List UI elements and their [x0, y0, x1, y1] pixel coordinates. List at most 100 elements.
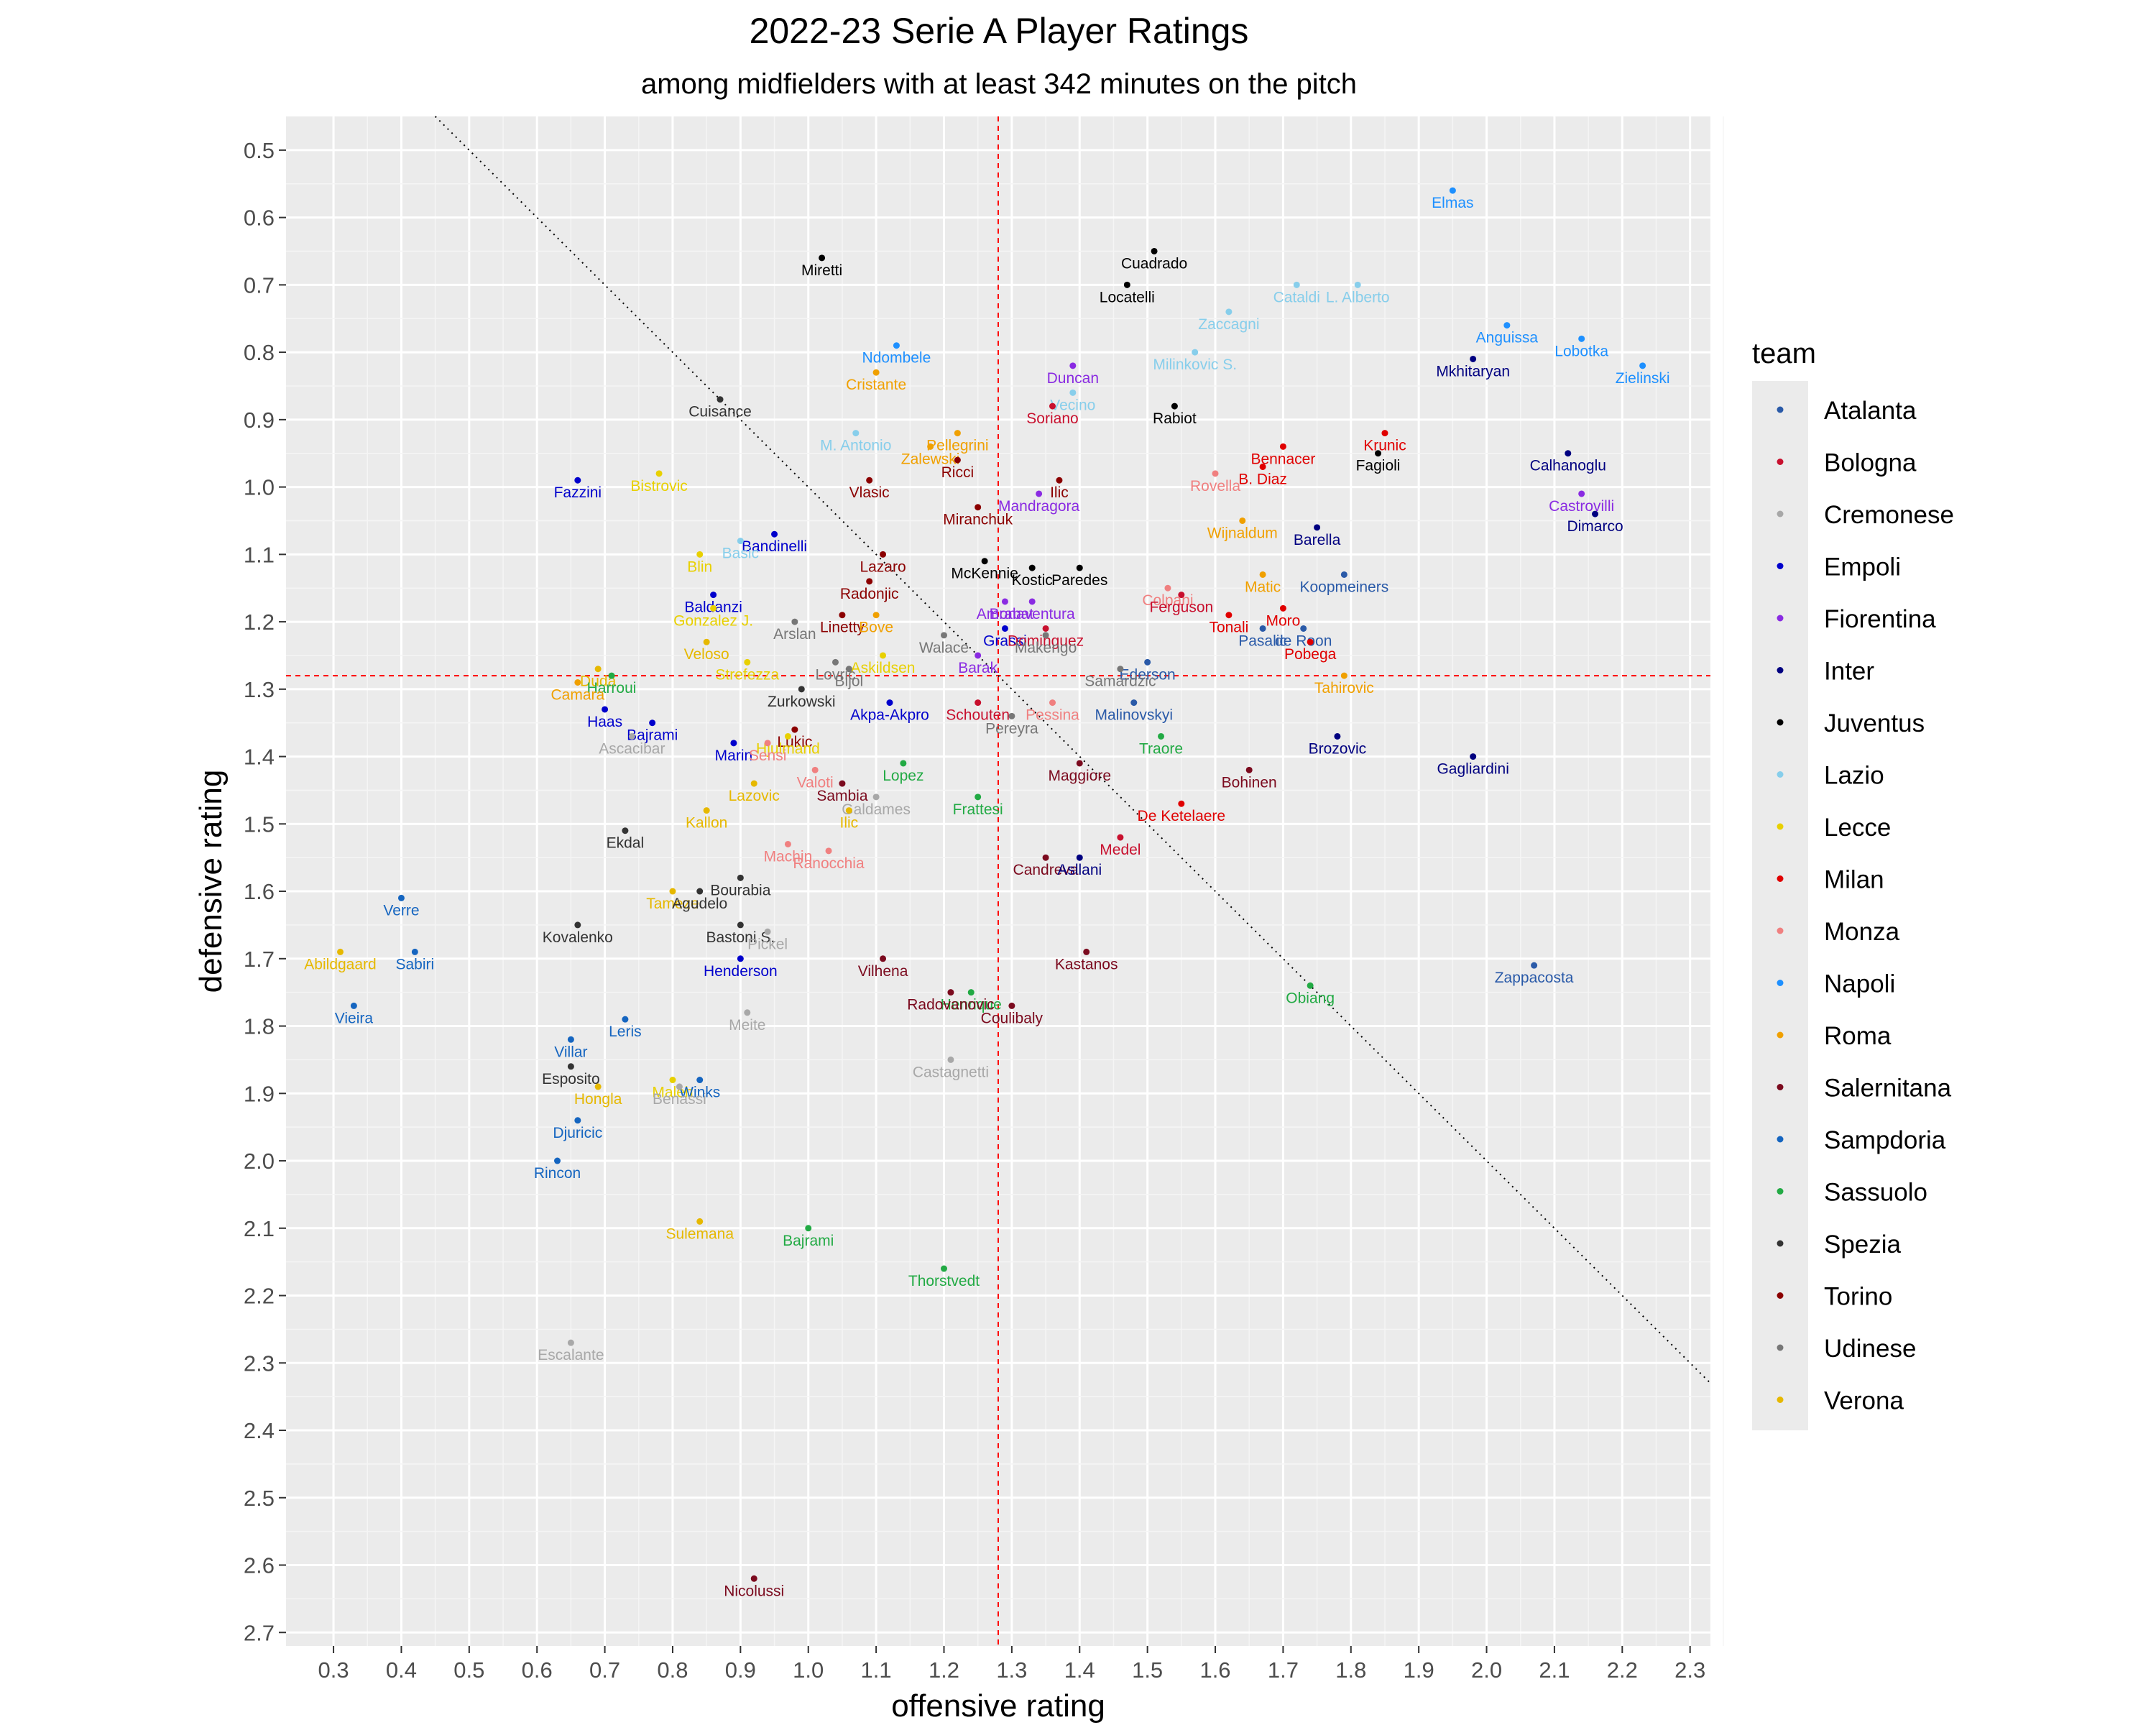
point-label: Rincon [534, 1165, 581, 1182]
point-label: Benassi [653, 1091, 706, 1108]
point-label: De Ketelaere [1138, 808, 1226, 824]
legend-key [1777, 719, 1784, 726]
point-label: Kostic [1012, 572, 1053, 589]
data-point [737, 874, 744, 881]
point-label: Dominguez [1008, 632, 1084, 649]
y-tick-label: 2.1 [244, 1216, 275, 1241]
point-label: Koopmeiners [1299, 579, 1388, 595]
point-label: Calhanoglu [1530, 458, 1606, 474]
point-label: Mkhitaryan [1436, 363, 1510, 380]
point-label: Barak [958, 660, 998, 676]
data-point [900, 760, 907, 767]
x-axis-ticks: 0.3 0.4 0.5 0.6 0.7 0.8 0.9 1.0 1.1 1.2 1.3 1.4 1.5 1… [318, 1646, 1705, 1683]
point-label: Linetty [820, 620, 865, 636]
point-label: Locatelli [1100, 289, 1155, 305]
legend-label: Lazio [1824, 762, 1884, 790]
point-label: Djuricic [553, 1125, 602, 1141]
y-tick-label: 2.7 [244, 1620, 275, 1645]
data-point [1225, 308, 1233, 316]
point-label: Pessina [1026, 707, 1079, 724]
legend-label: Atalanta [1824, 397, 1917, 425]
legend-key [1777, 1240, 1784, 1247]
data-point [967, 989, 975, 996]
point-label: Cuadrado [1121, 255, 1187, 272]
data-point [676, 1083, 683, 1090]
data-point [744, 1009, 751, 1016]
x-tick-label: 1.5 [1132, 1657, 1163, 1683]
point-label: Hongla [574, 1091, 622, 1108]
data-point [1639, 362, 1646, 369]
legend-key [1777, 1084, 1784, 1090]
data-point [1178, 592, 1185, 599]
data-point [880, 551, 887, 558]
x-tick-label: 1.9 [1404, 1657, 1434, 1683]
data-point [1381, 430, 1388, 437]
y-tick-label: 2.2 [244, 1284, 275, 1309]
data-point [1083, 948, 1090, 955]
point-label: Lobotka [1554, 343, 1608, 359]
point-label: Cuisance [688, 404, 752, 420]
point-label: Schouten [946, 707, 1010, 724]
data-point [1279, 443, 1286, 450]
data-point [1164, 584, 1171, 592]
data-point [839, 780, 846, 787]
y-tick-label: 2.5 [244, 1486, 275, 1511]
data-point [1158, 732, 1165, 740]
point-label: Bajrami [783, 1233, 834, 1249]
data-point [554, 1157, 561, 1164]
data-point [696, 1218, 704, 1225]
data-point [696, 888, 704, 895]
point-label: Bistrovic [630, 478, 687, 494]
point-label: Lopez [883, 768, 923, 784]
data-point [1076, 564, 1083, 571]
y-tick-label: 1.2 [244, 610, 275, 635]
data-point [1028, 564, 1036, 571]
data-point [764, 740, 771, 747]
data-point [1565, 450, 1572, 457]
legend-label: Cremonese [1824, 501, 1954, 529]
point-label: Bastoni S. [706, 929, 775, 946]
point-label: Bandinelli [742, 538, 807, 555]
point-label: Pasalic [1238, 632, 1287, 649]
y-tick-label: 1.8 [244, 1014, 275, 1039]
point-label: Ederson [1120, 666, 1176, 683]
data-point [1239, 517, 1246, 524]
point-label: Bourabia [710, 882, 770, 898]
data-point [1259, 463, 1266, 470]
point-label: Maggiore [1048, 768, 1111, 784]
point-label: Samardzic [1084, 673, 1156, 690]
data-point [1259, 625, 1266, 632]
point-label: Sulemana [665, 1225, 734, 1242]
legend-key [1777, 1188, 1784, 1195]
data-point [947, 989, 954, 996]
point-label: Meite [729, 1017, 765, 1034]
point-label: Traore [1139, 740, 1183, 757]
data-point [819, 254, 826, 262]
point-label: Henrique [941, 997, 1002, 1013]
legend-key [1777, 1292, 1784, 1299]
point-label: Ricci [941, 464, 975, 481]
legend-key [1777, 459, 1784, 465]
point-label: Verre [383, 902, 419, 919]
data-point [1259, 571, 1266, 578]
data-point [750, 1575, 757, 1582]
point-label: McKennie [951, 566, 1018, 582]
data-point [594, 1083, 602, 1090]
x-tick-label: 0.9 [725, 1657, 756, 1683]
point-label: Pobega [1284, 646, 1337, 663]
point-label: Zalewski [901, 451, 960, 467]
data-point [1592, 510, 1599, 518]
point-label: Strefezza [715, 666, 779, 683]
data-point [893, 342, 900, 349]
y-tick-label: 0.9 [244, 408, 275, 433]
legend-label: Empoli [1824, 553, 1901, 581]
data-point [1171, 402, 1178, 410]
data-point [669, 1077, 676, 1084]
data-point [608, 672, 615, 679]
point-label: Agudelo [672, 896, 727, 912]
data-point [567, 1036, 574, 1043]
y-tick-label: 0.8 [244, 340, 275, 365]
data-point [940, 1265, 947, 1272]
data-point [703, 807, 710, 814]
point-label: Lazovic [729, 788, 780, 804]
